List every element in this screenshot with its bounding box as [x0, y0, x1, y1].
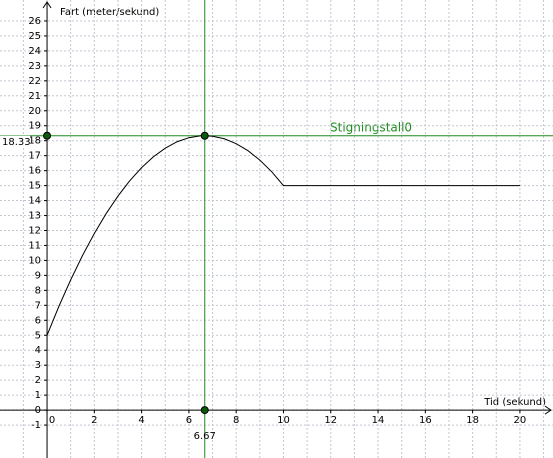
y-tick-label: 20	[28, 106, 41, 117]
y-tick-label: 2	[35, 375, 41, 386]
y-axis-arrow	[42, 1, 52, 9]
y-tick-label: 25	[28, 31, 41, 42]
x-tick-label: 16	[419, 415, 432, 426]
x-tick-label: 4	[138, 415, 144, 426]
y-tick-label: 16	[28, 166, 41, 177]
y-tick-label: 19	[28, 121, 41, 132]
y-tick-label: 17	[28, 151, 41, 162]
x-tick-label: 6	[186, 415, 192, 426]
y-tick-label: -1	[31, 420, 41, 431]
y-tick-label: 12	[28, 225, 41, 236]
point-max	[200, 131, 209, 140]
y-tick-label: 10	[28, 255, 41, 266]
label-bg	[0, 135, 30, 148]
y-tick-label: 7	[35, 300, 41, 311]
y-tick-label: 3	[35, 360, 41, 371]
marker-x-label: 6.67	[194, 431, 216, 442]
y-tick-label: 11	[28, 240, 41, 251]
y-tick-label: 23	[28, 61, 41, 72]
y-tick-label: 14	[28, 196, 41, 207]
annotation: Stigningstall0	[330, 121, 412, 135]
x-tick-label: 0	[49, 415, 55, 426]
y-tick-label: 0	[35, 405, 41, 416]
x-tick-label: 18	[466, 415, 479, 426]
y-axis-label: Fart (meter/sekund)	[60, 7, 159, 18]
y-tick-label: 22	[28, 76, 41, 87]
y-tick-label: 9	[35, 270, 41, 281]
marker-y-label: 18.33	[2, 137, 31, 148]
y-tick-label: 24	[28, 46, 41, 57]
y-tick-label: 26	[28, 16, 41, 27]
y-tick-label: 4	[35, 345, 41, 356]
y-tick-label: 13	[28, 211, 41, 222]
point-y	[43, 131, 52, 140]
x-axis-label: Tid (sekund)	[483, 397, 546, 408]
y-tick-label: 18	[28, 136, 41, 147]
y-tick-label: 15	[28, 181, 41, 192]
speed-curve	[46, 135, 520, 336]
y-tick-label: 21	[28, 91, 41, 102]
x-axis-arrow	[544, 405, 552, 415]
y-tick-label: 8	[35, 285, 41, 296]
x-tick-label: 14	[372, 415, 385, 426]
x-tick-label: 8	[233, 415, 239, 426]
x-tick-label: 10	[277, 415, 290, 426]
x-tick-label: 12	[324, 415, 337, 426]
x-tick-label: 2	[91, 415, 97, 426]
x-tick-label: 20	[514, 415, 527, 426]
point-x	[200, 406, 209, 415]
y-tick-label: 5	[35, 330, 41, 341]
y-tick-label: 1	[35, 390, 41, 401]
y-tick-label: 6	[35, 315, 41, 326]
